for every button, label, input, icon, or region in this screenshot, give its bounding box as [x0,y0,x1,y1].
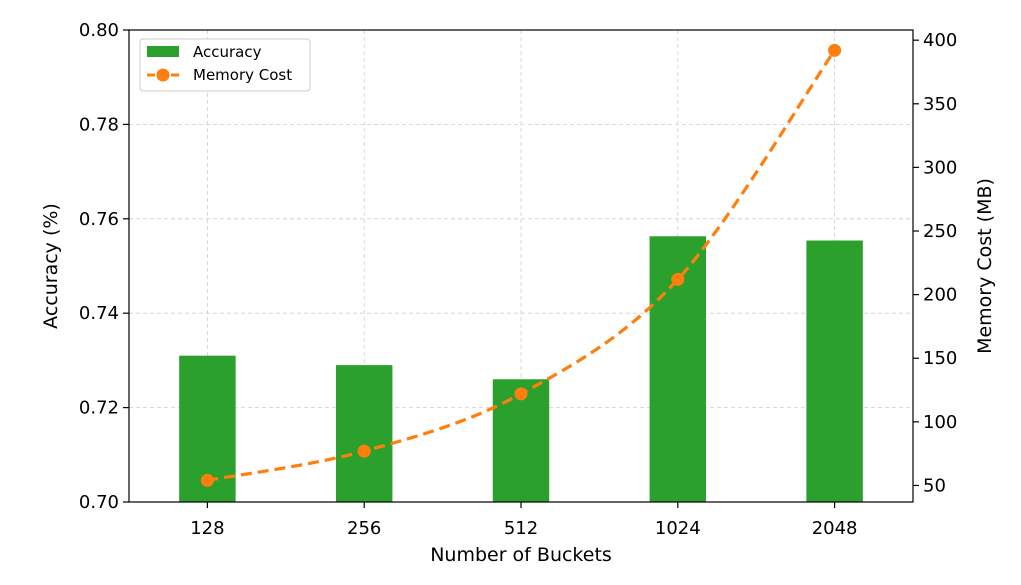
legend-box [139,38,311,92]
x-tick-label: 2048 [812,518,858,539]
x-tick-label: 1024 [655,518,701,539]
memory-cost-point-512 [514,387,528,401]
x-axis-ticks: 128 256 512 1024 2048 [190,502,858,539]
right-tick-label: 150 [923,348,957,369]
legend-swatch-accuracy [147,46,179,57]
legend-label-accuracy: Accuracy [193,43,262,61]
left-tick-label: 0.78 [79,114,119,135]
left-tick-label: 0.72 [79,398,119,419]
memory-cost-point-2048 [828,43,842,57]
right-tick-label: 250 [923,221,957,242]
right-tick-label: 300 [923,157,957,178]
right-tick-label: 350 [923,94,957,115]
right-tick-label: 100 [923,412,957,433]
memory-cost-point-128 [200,473,214,487]
legend-marker-memory-cost [156,68,170,82]
memory-cost-line [200,43,842,487]
x-tick-label: 128 [190,518,224,539]
right-tick-label: 400 [923,30,957,51]
left-tick-label: 0.80 [79,20,119,41]
left-axis-label: Accuracy (%) [40,203,62,329]
legend-label-memory-cost: Memory Cost [193,66,292,84]
right-tick-label: 50 [923,475,946,496]
right-axis-ticks: 50 100 150 200 250 300 350 400 [913,30,957,496]
accuracy-bar-256 [335,365,393,502]
left-tick-label: 0.76 [79,209,119,230]
x-axis-label: Number of Buckets [430,544,612,566]
x-tick-label: 512 [504,518,538,539]
memory-cost-point-1024 [671,272,685,286]
right-tick-label: 200 [923,285,957,306]
legend: Accuracy Memory Cost [139,38,311,92]
memory-cost-point-256 [357,444,371,458]
x-tick-label: 256 [347,518,381,539]
accuracy-bar-2048 [806,240,863,502]
memory-cost-path [207,49,836,482]
right-axis-label: Memory Cost (MB) [974,178,996,354]
left-tick-label: 0.70 [79,492,119,513]
left-tick-label: 0.74 [79,303,119,324]
left-axis-ticks: 0.70 0.72 0.74 0.76 0.78 0.80 [79,20,129,513]
